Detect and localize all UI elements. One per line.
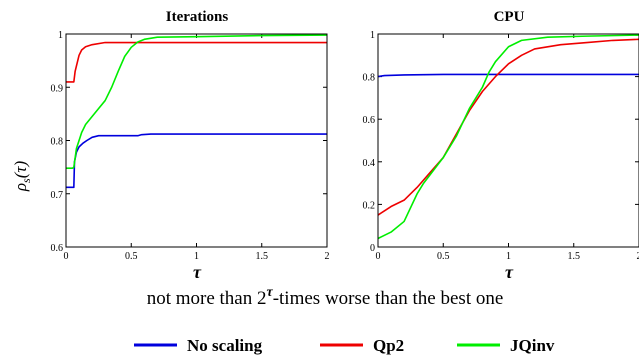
iterations-series-jqinv: [66, 34, 328, 169]
legend-label-qp2: Qp2: [373, 336, 404, 355]
cpu-x-tick-label: 0: [376, 251, 381, 262]
caption-suffix: -times worse than the best one: [273, 288, 504, 309]
iterations-series-qp2: [66, 41, 327, 83]
iterations-x-axis-label: τ: [193, 262, 202, 282]
cpu-series-jqinv: [377, 34, 639, 240]
iterations-x-tick-label: 2: [325, 251, 330, 262]
iterations-x-tick-label: 1: [194, 251, 199, 262]
cpu-series-qp2: [377, 38, 639, 216]
legend-label-jqinv: JQinv: [510, 336, 555, 355]
iterations-y-tick-label: 0.7: [51, 190, 64, 201]
caption-prefix: not more than 2: [147, 288, 267, 309]
y-axis-label-sub: s: [19, 178, 33, 183]
iterations-y-tick-label: 1: [58, 30, 63, 41]
iterations-x-tick-label: 1.5: [256, 251, 269, 262]
iterations-y-tick-label: 0.8: [51, 137, 64, 148]
cpu-x-tick-label: 2: [637, 251, 639, 262]
cpu-x-tick-label: 0.5: [437, 251, 450, 262]
iterations-series-no-scaling: [66, 133, 327, 189]
cpu-x-tick-label: 1.5: [568, 251, 581, 262]
legend: No scaling Qp2 JQinv: [134, 336, 555, 355]
iterations-x-tick-label: 0: [64, 251, 69, 262]
caption-exponent: τ: [266, 285, 273, 300]
cpu-y-tick-label: 0.6: [363, 115, 376, 126]
legend-label-no-scaling: No scaling: [187, 336, 263, 355]
iterations-panel: Iterations 0 0.5 1 1.5 2 0.6 0.7 0.8 0.9 1 τ: [51, 9, 330, 282]
y-axis-label: ρs(τ): [11, 161, 33, 193]
cpu-y-tick-label: 0.4: [363, 158, 376, 169]
cpu-y-tick-label: 0.2: [363, 200, 376, 211]
iterations-title: Iterations: [166, 9, 229, 25]
cpu-panel: CPU 0 0.5 1 1.5 2 0 0.2 0.4 0.6 0.8 1 τ: [363, 9, 639, 282]
cpu-series-no-scaling: [377, 73, 639, 78]
cpu-y-tick-label: 0: [370, 243, 375, 254]
iterations-y-tick-label: 0.6: [51, 243, 64, 254]
cpu-x-axis-label: τ: [505, 262, 514, 282]
cpu-x-tick-label: 1: [506, 251, 511, 262]
iterations-y-tick-label: 0.9: [51, 83, 64, 94]
iterations-x-tick-label: 0.5: [125, 251, 138, 262]
cpu-title: CPU: [494, 9, 525, 25]
cpu-y-tick-label: 0.8: [363, 73, 376, 84]
cpu-plot-frame: [377, 33, 639, 248]
cpu-y-tick-label: 1: [370, 30, 375, 41]
y-axis-label-arg: (τ): [11, 161, 30, 179]
y-axis-label-main: ρ: [11, 183, 30, 192]
iterations-plot-frame: [65, 33, 328, 248]
caption: not more than 2τ-times worse than the be…: [147, 285, 504, 309]
